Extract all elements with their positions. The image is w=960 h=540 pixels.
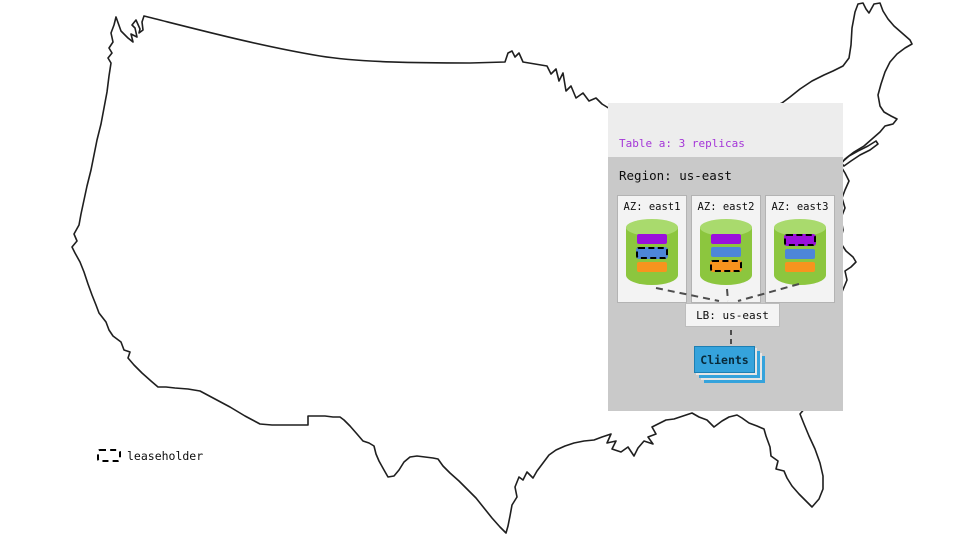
cylinder-top xyxy=(700,219,752,236)
us-map-outline xyxy=(71,2,913,534)
replica-index-a-leaseholder xyxy=(636,247,668,259)
cylinder-top xyxy=(626,219,678,236)
load-balancer-box: LB: us-east xyxy=(685,303,780,327)
clients-box: Clients xyxy=(694,346,755,373)
az-label: AZ: east3 xyxy=(771,201,829,213)
replica-bars xyxy=(784,234,816,272)
long-island-outline xyxy=(840,140,879,167)
replica-table-b-leaseholder xyxy=(710,260,742,272)
database-cylinder-icon xyxy=(626,219,678,287)
database-cylinder-icon xyxy=(774,219,826,287)
database-cylinder-icon xyxy=(700,219,752,287)
replica-bars xyxy=(710,234,742,272)
replica-index-a xyxy=(711,247,741,257)
legend-table-a: Table a: 3 replicas xyxy=(619,137,745,150)
replica-table-b xyxy=(785,262,815,272)
leaseholder-key: leaseholder xyxy=(97,448,203,463)
az-box-east1: AZ: east1 xyxy=(617,195,687,303)
clients-label: Clients xyxy=(700,352,749,367)
connector-az1-lb xyxy=(655,287,720,302)
connector-az2-lb xyxy=(726,288,729,302)
az-label: AZ: east2 xyxy=(697,201,755,213)
replica-table-a xyxy=(637,234,667,244)
region-panel: Region: us-east AZ: east1 AZ: east2 AZ: xyxy=(608,157,843,411)
az-label: AZ: east1 xyxy=(623,201,681,213)
az-box-east2: AZ: east2 xyxy=(691,195,761,303)
replica-table-b xyxy=(637,262,667,272)
connector-az3-lb xyxy=(737,283,800,302)
replica-bars xyxy=(636,234,668,272)
az-box-east3: AZ: east3 xyxy=(765,195,835,303)
cylinder-top xyxy=(774,219,826,236)
leaseholder-key-label: leaseholder xyxy=(127,448,204,463)
replica-table-a-leaseholder xyxy=(784,234,816,246)
replica-table-a xyxy=(711,234,741,244)
load-balancer-label: LB: us-east xyxy=(696,308,769,322)
region-title: Region: us-east xyxy=(619,168,732,183)
replica-index-a xyxy=(785,249,815,259)
leaseholder-swatch-icon xyxy=(97,449,121,462)
